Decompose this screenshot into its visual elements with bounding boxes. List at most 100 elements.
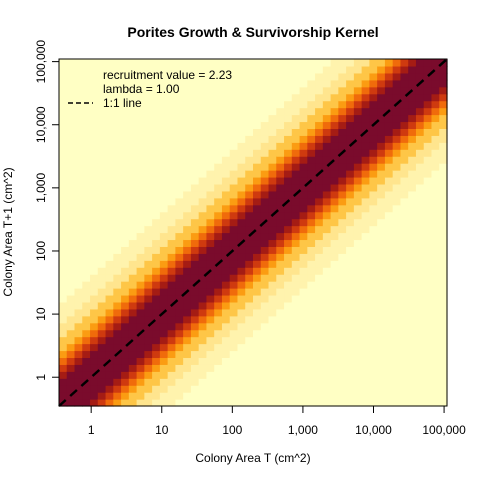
heatmap-cell [353,107,363,116]
heatmap-cell [423,385,433,393]
heatmap-cell [74,378,83,386]
heatmap-cell [276,93,285,102]
heatmap-cell [190,378,200,386]
heatmap-cell [190,260,200,268]
heatmap-cell [82,176,91,185]
heatmap-cell [315,378,324,386]
heatmap-cell [291,357,301,365]
heatmap-cell [439,315,448,324]
heatmap-cell [400,156,409,164]
heatmap-cell [291,225,301,234]
heatmap-cell [400,211,409,220]
heatmap-cell [159,239,169,247]
heatmap-cell [253,135,262,143]
heatmap-cell [439,308,448,317]
heatmap-cell [431,371,440,379]
heatmap-cell [144,197,153,206]
heatmap-cell [299,322,308,331]
heatmap-cell [369,246,378,254]
heatmap-cell [315,156,324,164]
heatmap-cell [229,59,239,67]
heatmap-cell [361,86,370,95]
heatmap-cell [97,190,107,199]
heatmap-cell [152,93,161,102]
heatmap-cell [392,246,402,254]
heatmap-cell [167,79,176,88]
heatmap-cell [322,364,332,372]
heatmap-cell [159,100,169,109]
heatmap-cell [330,378,339,386]
heatmap-cell [159,211,169,220]
heatmap-cell [423,114,433,123]
heatmap-cell [82,211,91,220]
heatmap-cell [299,183,308,192]
heatmap-cell [82,267,91,275]
heatmap-cell [284,142,293,150]
heatmap-cell [431,267,440,275]
heatmap-cell [377,357,386,365]
heatmap-cell [307,239,316,247]
heatmap-cell [346,315,355,324]
heatmap-cell [121,246,130,254]
heatmap-cell [400,246,409,254]
heatmap-cell [346,399,355,407]
heatmap-cell [276,128,285,136]
heatmap-cell [237,260,246,268]
heatmap-cell [330,211,339,220]
heatmap-cell [66,232,76,241]
heatmap-cell [229,100,239,109]
heatmap-cell [128,308,138,317]
heatmap-cell [144,294,153,303]
heatmap-cell [237,399,246,407]
heatmap-cell [198,149,208,157]
heatmap-cell [338,260,347,268]
heatmap-cell [299,308,308,317]
heatmap-cell [97,253,107,261]
heatmap-cell [97,170,107,178]
heatmap-cell [159,322,169,331]
heatmap-cell [260,149,270,157]
heatmap-cell [384,86,394,95]
heatmap-cell [253,176,262,185]
heatmap-cell [105,59,114,67]
heatmap-cell [105,149,114,157]
heatmap-cell [346,170,355,178]
heatmap-cell [90,329,99,338]
heatmap-cell [183,281,192,289]
heatmap-cell [144,86,153,95]
heatmap-cell [59,357,68,365]
heatmap-cell [175,114,184,123]
heatmap-cell [190,364,200,372]
heatmap-cell [82,239,91,247]
heatmap-cell [361,225,370,234]
heatmap-cell [268,197,277,206]
heatmap-cell [128,93,138,102]
heatmap-cell [322,399,332,407]
heatmap-cell [159,232,169,241]
heatmap-cell [221,315,231,324]
heatmap-cell [392,156,402,164]
heatmap-cell [229,301,239,310]
heatmap-cell [377,385,386,393]
heatmap-cell [167,336,176,345]
heatmap-cell [268,121,277,129]
heatmap-cell [198,135,208,143]
heatmap-cell [260,308,270,317]
heatmap-cell [276,79,285,88]
heatmap-cell [105,392,114,400]
heatmap-cell [121,294,130,303]
heatmap-cell [299,239,308,247]
heatmap-cell [307,190,316,199]
heatmap-cell [322,121,332,129]
heatmap-cell [253,86,262,95]
heatmap-cell [291,274,301,282]
heatmap-cell [415,59,425,67]
heatmap-cell [284,364,293,372]
heatmap-cell [330,107,339,116]
heatmap-cell [384,114,394,123]
heatmap-cell [183,93,192,102]
heatmap-cell [346,149,355,157]
heatmap-cell [322,385,332,393]
heatmap-cell [253,301,262,310]
heatmap-cell [408,197,417,206]
